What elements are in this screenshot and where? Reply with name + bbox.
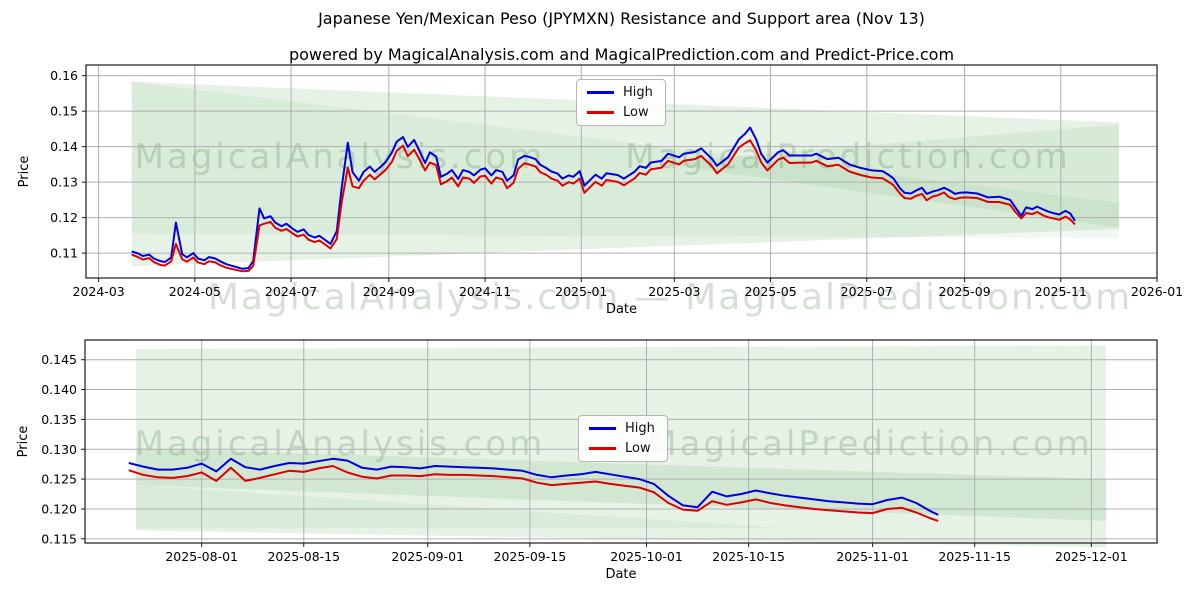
plot-border [85,64,1158,279]
x-tick-label: 2025-11-15 [938,549,1011,564]
legend-item-low: Low [589,442,655,455]
x-tick-label: 2025-10-01 [610,549,683,564]
x-axis-label: Date [606,302,637,317]
y-tick-label: 0.13 [50,175,78,190]
y-axis-label: Price [17,156,32,188]
x-tick-label: 2025-12-01 [1055,549,1128,564]
x-tick-label: 2024-09 [363,284,415,299]
x-tick-label: 2024-07 [265,284,317,299]
series-line-high [131,126,1076,270]
watermark-analysis-bottom: MagicalAnalysis.com [134,424,546,464]
x-tick-label: 2025-08-01 [165,549,238,564]
legend-main-chart: High Low [576,79,666,126]
series-line-low [128,465,939,522]
y-tick-label: 0.140 [41,382,77,397]
y-tick-label: 0.120 [41,501,77,516]
y-tick-label: 0.15 [50,104,78,119]
legend-label-high: High [623,85,653,100]
plot-border [84,339,1158,544]
y-axis-label: Price [16,426,31,458]
high-line-swatch [589,427,616,430]
x-tick-label: 2025-01 [555,284,607,299]
x-tick-label: 2026-01 [1131,284,1183,299]
legend-item-low: Low [587,106,653,119]
x-tick-label: 2025-09-15 [494,549,567,564]
series-line-high [128,457,939,516]
x-tick-label: 2025-09 [938,284,990,299]
x-tick-label: 2024-05 [169,284,221,299]
page-title: Japanese Yen/Mexican Peso (JPYMXN) Resis… [318,9,925,28]
y-tick-label: 0.145 [41,352,77,367]
support-resistance-outer [131,81,1120,267]
x-tick-label: 2025-05 [744,284,796,299]
legend-item-high: High [589,422,655,435]
watermark-analysis-top: MagicalAnalysis.com [134,137,546,177]
support-resistance-lower-wedge [136,485,786,529]
high-line-swatch [587,91,614,94]
x-tick-label: 2025-11-01 [836,549,909,564]
x-tick-label: 2025-03 [648,284,700,299]
x-tick-label: 2024-03 [73,284,125,299]
series-line-low [131,139,1076,273]
y-tick-label: 0.135 [41,412,77,427]
watermark-combined-middle: MagicalAnalysis.com — MagicalPrediction.… [207,277,1133,318]
legend-label-low: Low [625,441,651,456]
low-line-swatch [587,111,614,114]
x-tick-label: 2025-10-15 [712,549,785,564]
x-tick-label: 2025-11 [1035,284,1087,299]
x-tick-label: 2025-09-01 [391,549,464,564]
y-tick-label: 0.11 [50,246,78,261]
legend-zoom-chart: High Low [578,415,668,462]
support-resistance-descending [131,81,1120,239]
y-tick-label: 0.130 [41,442,77,457]
legend-label-high: High [625,421,655,436]
watermark-prediction-bottom: MagicalPrediction.com [647,424,1093,464]
y-tick-label: 0.12 [50,210,78,225]
x-tick-label: 2025-08-15 [267,549,340,564]
x-tick-label: 2025-07 [841,284,893,299]
page-subtitle: powered by MagicalAnalysis.com and Magic… [288,45,955,64]
y-tick-label: 0.125 [41,472,77,487]
low-line-swatch [589,447,616,450]
x-axis-label: Date [605,567,636,582]
x-tick-label: 2024-11 [459,284,511,299]
y-tick-label: 0.115 [41,531,77,546]
y-tick-label: 0.16 [50,68,78,83]
legend-item-high: High [587,86,653,99]
y-tick-label: 0.14 [50,139,78,154]
legend-label-low: Low [623,105,649,120]
